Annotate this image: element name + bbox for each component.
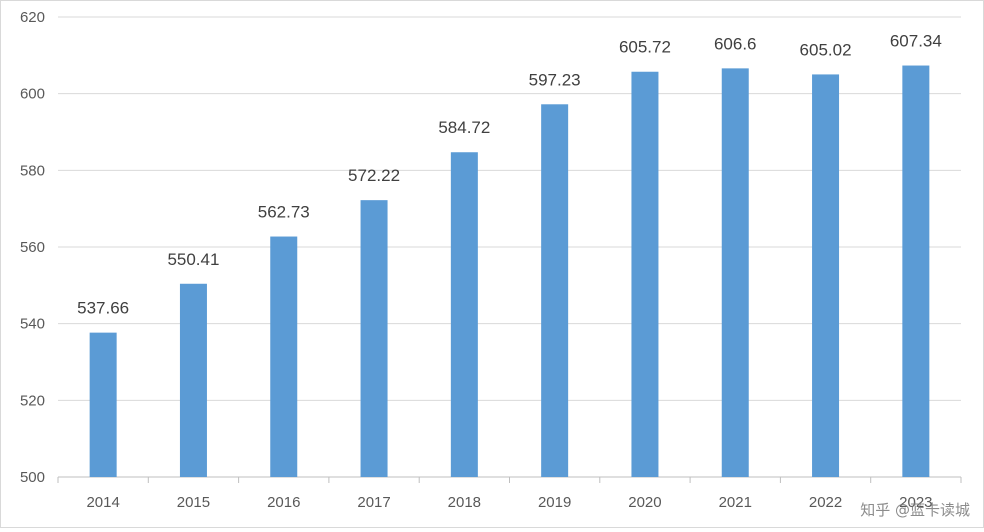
y-tick-label: 520 [20,392,45,409]
data-label: 597.23 [529,70,581,89]
x-tick-label: 2017 [357,494,390,511]
data-label: 607.34 [890,32,942,51]
x-tick-label: 2023 [899,494,932,511]
data-label: 562.73 [258,203,310,222]
x-tick-label: 2019 [538,494,571,511]
x-tick-label: 2022 [809,494,842,511]
x-tick-label: 2020 [628,494,661,511]
bar [812,74,840,477]
bar [179,283,207,477]
bar [450,152,478,478]
data-label: 550.41 [167,250,219,269]
y-tick-label: 500 [20,469,45,486]
y-tick-label: 620 [20,9,45,26]
x-tick-label: 2018 [448,494,481,511]
data-label: 584.72 [438,118,490,137]
bar [270,236,298,477]
bar [631,71,659,478]
y-tick-label: 580 [20,162,45,179]
y-tick-label: 540 [20,316,45,333]
y-tick-label: 600 [20,86,45,103]
bar [360,200,388,477]
y-tick-label: 560 [20,239,45,256]
bar [541,104,569,477]
data-label: 605.02 [800,40,852,59]
data-label: 537.66 [77,299,129,318]
x-tick-label: 2014 [86,494,119,511]
data-label: 572.22 [348,166,400,185]
bar [721,68,749,477]
bar [89,332,117,477]
x-tick-label: 2016 [267,494,300,511]
bar [902,65,930,477]
data-label: 605.72 [619,38,671,57]
data-label: 606.6 [714,34,757,53]
watermark: 知乎 @蓝卡读城 [860,501,970,519]
x-tick-label: 2021 [719,494,752,511]
x-tick-label: 2015 [177,494,210,511]
